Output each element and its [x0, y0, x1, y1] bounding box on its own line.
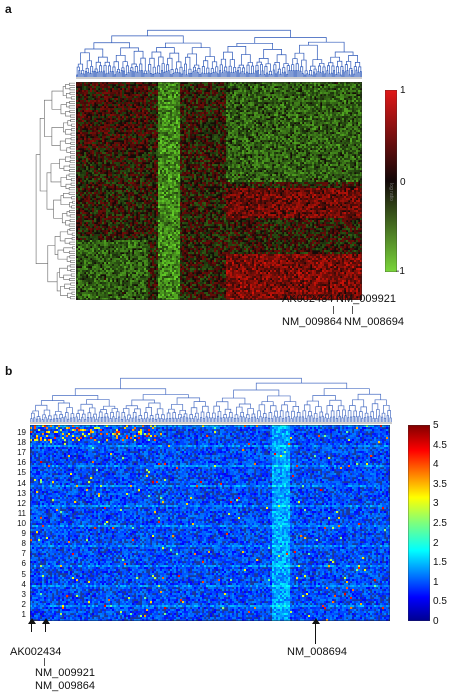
panel-b-row-label: 9	[12, 530, 26, 538]
panel-b-label-ak002434: AK002434	[10, 646, 61, 658]
arrow-up-icon	[42, 618, 50, 624]
panel-b-label-nm008694: NM_008694	[287, 646, 347, 658]
panel-a-label-nm009864: NM_009864	[282, 316, 342, 328]
panel-b-column-dendrogram	[30, 377, 392, 424]
panel-b-colorbar-tick: 1.5	[433, 558, 447, 568]
panel-b-colorbar-tick: 3	[433, 499, 439, 509]
panel-a-tick-nm008694	[352, 306, 353, 314]
panel-b-arrow-nm008694	[315, 622, 316, 644]
panel-b-row-label: 17	[12, 449, 26, 457]
panel-b-label-nm009864: NM_009864	[35, 680, 95, 692]
panel-b-row-label: 19	[12, 429, 26, 437]
panel-b-row-label: 1	[12, 611, 26, 619]
panel-b-colorbar-tick: 0	[433, 617, 439, 627]
panel-b-row-label: 5	[12, 570, 26, 579]
panel-a-colorbar-tick-min: -1	[396, 267, 405, 277]
panel-b-colorbar-tick: 4.5	[433, 440, 447, 451]
panel-a-label-nm008694: NM_008694	[344, 316, 404, 328]
panel-a-colorbar-tick-max: 1	[400, 86, 406, 96]
panel-a-label-nm009921: NM_009921	[336, 293, 396, 305]
panel-b-row-label: 15	[12, 469, 26, 477]
panel-b-row-label: 18	[12, 439, 26, 447]
panel-b-letter: b	[5, 364, 12, 378]
panel-a-letter: a	[5, 2, 12, 16]
panel-a-colorbar	[385, 90, 397, 272]
panel-b-row-label: 2	[12, 600, 26, 609]
panel-b-row-label: 16	[12, 459, 26, 467]
panel-a-colorbar-title: log ratio	[388, 183, 394, 201]
panel-b-row-label: 3	[12, 590, 26, 599]
panel-b-colorbar-tick: 3.5	[433, 479, 447, 490]
panel-b-label-nm009921: NM_009921	[35, 667, 95, 679]
panel-b-arrow-ak002434	[31, 622, 32, 632]
panel-b-row-label: 12	[12, 499, 26, 508]
panel-b-heatmap	[30, 425, 390, 621]
panel-b-colorbar-tick: 2	[433, 538, 439, 549]
panel-b-row-labels: 19 18 17 16 15 14 13 12 11 10 9 8 7 6 5 4 3 2 1	[12, 425, 30, 621]
panel-b-row-label: 8	[12, 540, 26, 548]
panel-b-arrow-nm009921	[45, 622, 46, 632]
panel-b-row-label: 6	[12, 560, 26, 568]
panel-a-heatmap	[76, 82, 362, 300]
panel-b-row-label: 7	[12, 550, 26, 558]
panel-b-colorbar-tick: 5	[433, 421, 439, 431]
panel-b-colorbar-tick: 0.5	[433, 597, 447, 607]
panel-b-colorbar	[408, 425, 430, 621]
panel-b-row-label: 14	[12, 479, 26, 488]
panel-b-colorbar-ticks: 5 4.5 4 3.5 3 2.5 2 1.5 1 0.5 0	[433, 421, 473, 627]
panel-a-colorbar-tick-zero: 0	[400, 178, 406, 188]
panel-b-row-label: 11	[12, 509, 26, 518]
panel-b-colorbar-tick: 1	[433, 577, 439, 588]
panel-a-label-ak002434: AK002434	[282, 293, 333, 305]
panel-a-row-dendrogram	[35, 82, 75, 300]
panel-a-tick-nm009864	[333, 306, 334, 314]
panel-a-column-dendrogram	[76, 3, 362, 79]
panel-b-row-label: 4	[12, 580, 26, 589]
arrow-up-icon	[312, 618, 320, 624]
arrow-up-icon	[28, 618, 36, 624]
panel-b-colorbar-tick: 4	[433, 460, 439, 470]
panel-b-row-label: 13	[12, 489, 26, 498]
panel-b-colorbar-tick: 2.5	[433, 519, 447, 529]
panel-b-row-label: 10	[12, 520, 26, 528]
